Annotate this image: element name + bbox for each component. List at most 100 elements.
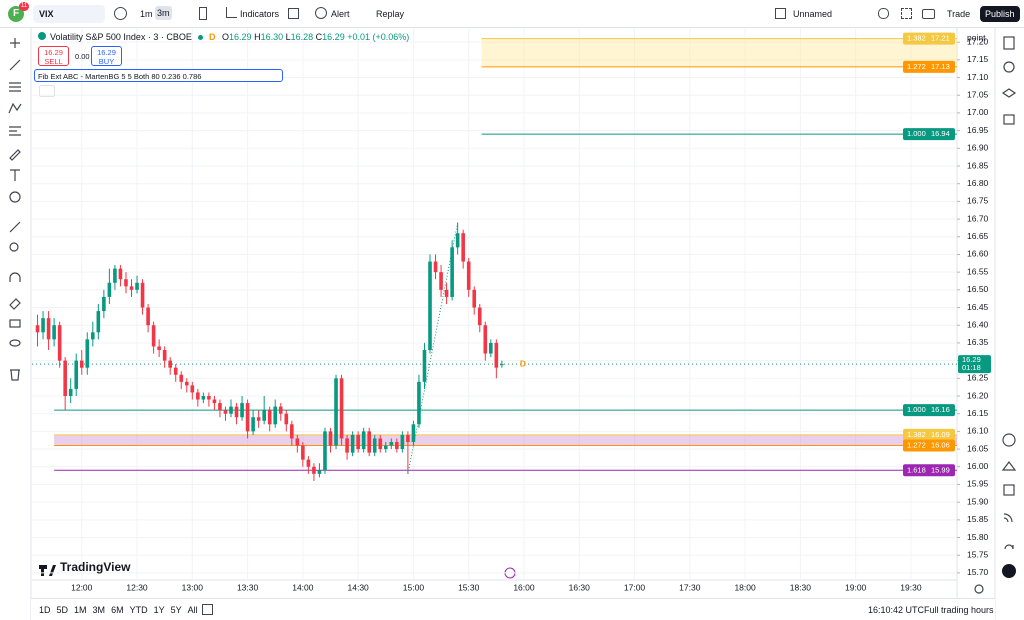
calendar-button[interactable]: [1003, 484, 1015, 496]
candle-body: [433, 261, 438, 273]
candle-body: [284, 413, 289, 425]
range-button[interactable]: 1Y: [153, 605, 165, 615]
range-button[interactable]: 6M: [111, 605, 124, 615]
candle-body: [312, 466, 316, 474]
collapse-legend-button[interactable]: [39, 85, 55, 97]
forecast-tool[interactable]: [9, 126, 21, 136]
compare-button[interactable]: [114, 7, 127, 20]
trend-line-tool[interactable]: [9, 59, 21, 71]
candle-body: [179, 374, 184, 382]
x-tick-label: 19:00: [845, 582, 867, 592]
watchlist-button[interactable]: [1003, 36, 1015, 50]
trash-tool[interactable]: [10, 369, 20, 381]
target-button[interactable]: [1002, 433, 1016, 447]
layout-name[interactable]: Unnamed: [793, 9, 833, 19]
zoom-tool[interactable]: [9, 242, 19, 252]
lock-tool[interactable]: [9, 319, 21, 328]
settings-button[interactable]: [878, 8, 889, 19]
fib-label-bg: [903, 60, 955, 73]
range-button[interactable]: 1M: [74, 605, 87, 615]
range-button[interactable]: 3M: [92, 605, 106, 615]
candle-body: [290, 424, 294, 439]
brush-tool[interactable]: [9, 149, 21, 161]
candle-body: [184, 381, 189, 386]
interval-button[interactable]: 1m: [140, 9, 153, 19]
range-button[interactable]: 5D: [56, 605, 69, 615]
magnet-tool[interactable]: [9, 272, 21, 282]
drawing-legend[interactable]: Fib Ext ABC - MartenBG 5 5 Both 80 0.236…: [34, 69, 283, 82]
y-tick-label: 16.85: [967, 160, 989, 170]
sell-button[interactable]: 16.29 SELL: [38, 46, 69, 66]
candle-body: [52, 325, 56, 340]
session-button[interactable]: Full trading hours: [924, 605, 994, 615]
layout-checkbox[interactable]: [775, 8, 786, 19]
candle-body: [107, 282, 112, 297]
icon-tool[interactable]: [9, 191, 21, 203]
fib-tool[interactable]: [9, 82, 21, 92]
range-button[interactable]: 5Y: [170, 605, 182, 615]
range-button[interactable]: All: [187, 605, 198, 615]
candle-body: [389, 442, 394, 446]
indicators-icon[interactable]: [226, 7, 237, 18]
ruler-tool[interactable]: [9, 221, 21, 233]
fullscreen-button[interactable]: [901, 8, 912, 19]
trade-button[interactable]: Trade: [947, 9, 971, 19]
layers-button[interactable]: [1001, 88, 1017, 98]
stream-button[interactable]: [1003, 513, 1013, 523]
symbol-search[interactable]: VIX: [33, 5, 105, 23]
fib-label-bg: [903, 464, 955, 477]
alerts-button[interactable]: [1003, 61, 1015, 73]
candle-body: [334, 378, 338, 446]
notification-button[interactable]: [1004, 544, 1014, 550]
axis-unit: point: [967, 32, 986, 42]
candle-body: [361, 431, 366, 450]
interval-button-active[interactable]: 3m: [155, 6, 172, 20]
indicators-button[interactable]: Indicators: [240, 9, 280, 19]
candle-body: [323, 431, 327, 471]
fib-price: 16.09: [931, 430, 950, 439]
x-tick-label: 14:30: [348, 582, 370, 592]
candle-body: [146, 307, 150, 326]
chat-button[interactable]: [1003, 114, 1015, 125]
top-toolbar: F 11 VIX 1m 3m Indicators Alert Replay U…: [0, 0, 1024, 28]
replay-button[interactable]: Replay: [376, 9, 405, 19]
candle-body: [57, 325, 62, 361]
market-status: [38, 32, 46, 40]
pattern-button[interactable]: [1001, 461, 1017, 471]
candle-body: [63, 360, 67, 396]
alert-button[interactable]: Alert: [331, 9, 350, 19]
crosshair-tool[interactable]: [10, 38, 20, 48]
ohlc-legend: O16.29 H16.30 L16.28 C16.29 +0.01 (+0.06…: [222, 31, 409, 43]
x-tick-label: 13:00: [182, 582, 204, 592]
chart-type-button[interactable]: [199, 7, 207, 20]
y-tick-label: 16.15: [967, 408, 989, 418]
stay-drawing-tool[interactable]: [9, 298, 21, 310]
y-tick-label: 17.20: [967, 36, 989, 46]
text-tool[interactable]: [10, 169, 20, 181]
apps-button[interactable]: [1002, 564, 1016, 578]
candle-body: [372, 438, 377, 453]
pattern-tool[interactable]: [8, 102, 22, 114]
sell-price: 16.29: [44, 48, 63, 57]
templates-button[interactable]: [288, 8, 299, 19]
settings-button[interactable]: [974, 584, 984, 594]
range-button[interactable]: 1D: [39, 605, 51, 615]
buy-button[interactable]: 16.29 BUY: [91, 46, 122, 66]
go-to-date-button[interactable]: [202, 604, 213, 615]
range-button[interactable]: YTD: [129, 605, 148, 615]
drawing-label: Fib Ext ABC - MartenBG 5 5 Both 80 0.236…: [38, 72, 202, 81]
y-tick-label: 17.00: [967, 107, 989, 117]
session-marker: D: [209, 32, 216, 42]
candle-body: [367, 431, 372, 453]
x-tick-label: 17:00: [624, 582, 646, 592]
x-tick-label: 15:30: [458, 582, 480, 592]
hide-tool[interactable]: [9, 339, 21, 347]
snapshot-button[interactable]: [922, 9, 935, 19]
publish-button[interactable]: Publish: [980, 6, 1020, 22]
candle-body: [395, 442, 399, 450]
fib-ratio: 1.382: [907, 34, 926, 43]
alert-icon[interactable]: [315, 7, 327, 19]
left-toolbar: [8, 38, 22, 381]
